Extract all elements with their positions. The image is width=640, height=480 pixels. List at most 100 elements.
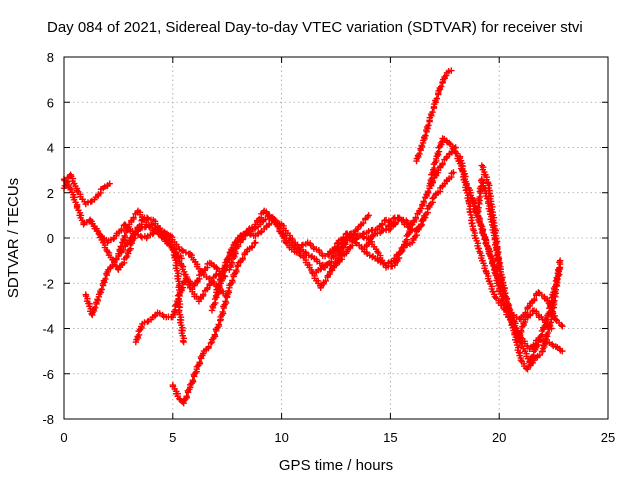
data-point bbox=[118, 225, 125, 233]
data-point bbox=[445, 139, 453, 147]
data-point bbox=[437, 83, 445, 90]
data-point bbox=[517, 356, 525, 364]
series-13 bbox=[361, 169, 457, 269]
x-tick-label: 5 bbox=[169, 430, 176, 445]
data-point bbox=[208, 277, 216, 285]
axis-ticks bbox=[63, 56, 609, 420]
data-point bbox=[249, 243, 256, 250]
data-point bbox=[522, 309, 529, 316]
y-tick-label: 8 bbox=[47, 50, 54, 65]
data-point bbox=[132, 231, 139, 238]
data-point bbox=[475, 204, 482, 211]
data-point bbox=[359, 233, 367, 240]
data-point bbox=[266, 220, 273, 228]
data-point bbox=[425, 122, 432, 129]
data-point bbox=[535, 289, 542, 296]
data-point bbox=[239, 234, 247, 242]
data-point bbox=[106, 180, 113, 187]
data-point bbox=[189, 376, 196, 384]
data-point bbox=[246, 230, 253, 237]
data-point bbox=[179, 247, 187, 255]
data-point bbox=[395, 215, 402, 222]
data-point bbox=[412, 214, 420, 221]
data-point bbox=[187, 250, 194, 258]
data-point bbox=[527, 311, 534, 318]
data-point bbox=[555, 264, 563, 272]
x-tick-labels: 0 5 10 15 20 25 bbox=[60, 430, 615, 445]
data-point bbox=[352, 239, 359, 246]
data-point bbox=[549, 308, 556, 315]
data-point bbox=[211, 331, 218, 338]
data-point bbox=[91, 304, 99, 311]
data-point bbox=[176, 395, 183, 402]
data-point bbox=[178, 246, 186, 253]
data-point bbox=[215, 281, 223, 289]
data-point bbox=[183, 392, 190, 400]
data-point bbox=[360, 219, 367, 227]
series-14 bbox=[413, 67, 455, 165]
data-point bbox=[531, 295, 538, 303]
data-point bbox=[365, 228, 372, 235]
x-axis-label: GPS time / hours bbox=[279, 457, 393, 474]
data-point bbox=[468, 195, 476, 202]
data-point bbox=[416, 150, 423, 158]
data-point bbox=[554, 275, 561, 283]
data-point bbox=[130, 214, 137, 221]
data-point bbox=[379, 220, 386, 228]
y-tick-label: 4 bbox=[47, 141, 54, 156]
x-tick-label: 0 bbox=[60, 430, 67, 445]
data-point bbox=[199, 291, 207, 298]
y-tick-label: -8 bbox=[42, 412, 54, 427]
data-point bbox=[215, 321, 222, 328]
data-point bbox=[98, 286, 105, 293]
data-point bbox=[350, 230, 358, 237]
series-3 bbox=[86, 214, 231, 301]
data-point bbox=[394, 214, 401, 221]
data-point bbox=[205, 343, 212, 350]
data-point bbox=[429, 195, 436, 202]
data-point bbox=[418, 217, 425, 225]
data-point bbox=[439, 160, 446, 167]
data-point bbox=[222, 298, 229, 305]
data-point bbox=[387, 219, 395, 226]
x-tick-label: 15 bbox=[383, 430, 397, 445]
data-point bbox=[552, 286, 560, 294]
data-points bbox=[60, 67, 566, 407]
data-point bbox=[252, 239, 259, 246]
series-7 bbox=[169, 239, 259, 407]
data-point bbox=[109, 262, 116, 269]
data-point bbox=[559, 323, 566, 330]
series-6 bbox=[132, 259, 227, 346]
data-point bbox=[548, 325, 555, 332]
data-point bbox=[544, 329, 552, 337]
data-point bbox=[282, 239, 290, 246]
data-point bbox=[365, 212, 372, 219]
data-point bbox=[475, 245, 482, 252]
data-point bbox=[180, 338, 187, 346]
y-tick-label: -6 bbox=[42, 367, 54, 382]
data-point bbox=[448, 67, 455, 74]
x-tick-label: 10 bbox=[274, 430, 288, 445]
data-point bbox=[422, 132, 429, 139]
data-point bbox=[556, 257, 564, 264]
data-point bbox=[228, 259, 235, 266]
data-point bbox=[517, 327, 525, 334]
series-15 bbox=[382, 144, 459, 233]
data-point bbox=[102, 275, 109, 283]
data-point bbox=[219, 271, 226, 278]
data-point bbox=[207, 339, 215, 347]
data-point bbox=[144, 215, 152, 222]
y-tick-label: 0 bbox=[47, 231, 54, 246]
data-point bbox=[536, 351, 544, 359]
y-tick-label: 2 bbox=[47, 186, 54, 201]
data-point bbox=[476, 193, 483, 201]
data-point bbox=[356, 232, 364, 239]
data-point bbox=[331, 243, 339, 251]
data-point bbox=[232, 266, 240, 274]
y-tick-label: -4 bbox=[42, 322, 54, 337]
series-5 bbox=[115, 207, 229, 305]
data-point bbox=[196, 359, 203, 366]
data-point bbox=[262, 216, 269, 223]
